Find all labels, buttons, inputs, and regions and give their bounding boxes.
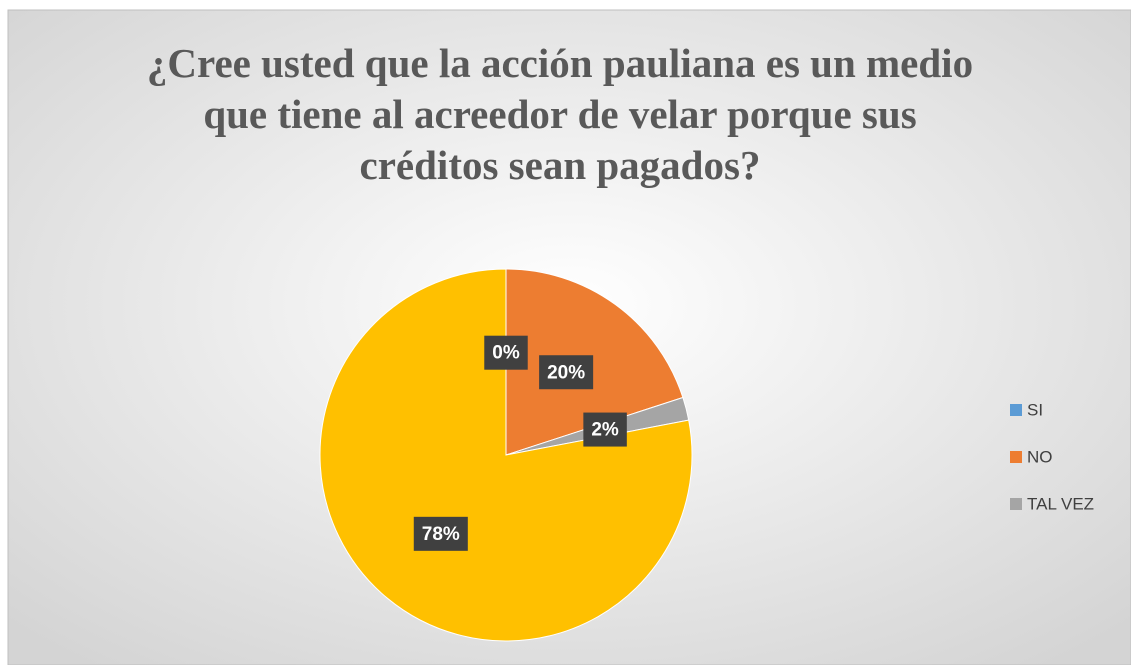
data-label-text: 20% (547, 362, 585, 383)
data-label-text: 2% (591, 420, 619, 441)
data-label: 0% (484, 335, 528, 370)
data-label: 20% (539, 355, 594, 390)
data-label: 2% (583, 412, 627, 447)
data-label-box (539, 355, 594, 390)
data-label: 78% (413, 516, 468, 551)
chart-title: ¿Cree usted que la acción pauliana es un… (146, 40, 974, 188)
legend-swatch (1010, 451, 1022, 463)
legend-swatch (1010, 498, 1022, 510)
data-label-box (413, 516, 468, 551)
legend-swatch (1010, 404, 1022, 416)
legend-label: TAL VEZ (1027, 494, 1094, 513)
data-label-box (484, 335, 528, 370)
pie-slice (505, 268, 684, 456)
data-label-text: 78% (422, 524, 460, 545)
pie-slice (319, 268, 693, 642)
legend-label: SI (1027, 400, 1043, 419)
data-label-text: 0% (492, 343, 520, 364)
data-label-box (583, 412, 627, 447)
legend-label: NO (1027, 447, 1053, 466)
